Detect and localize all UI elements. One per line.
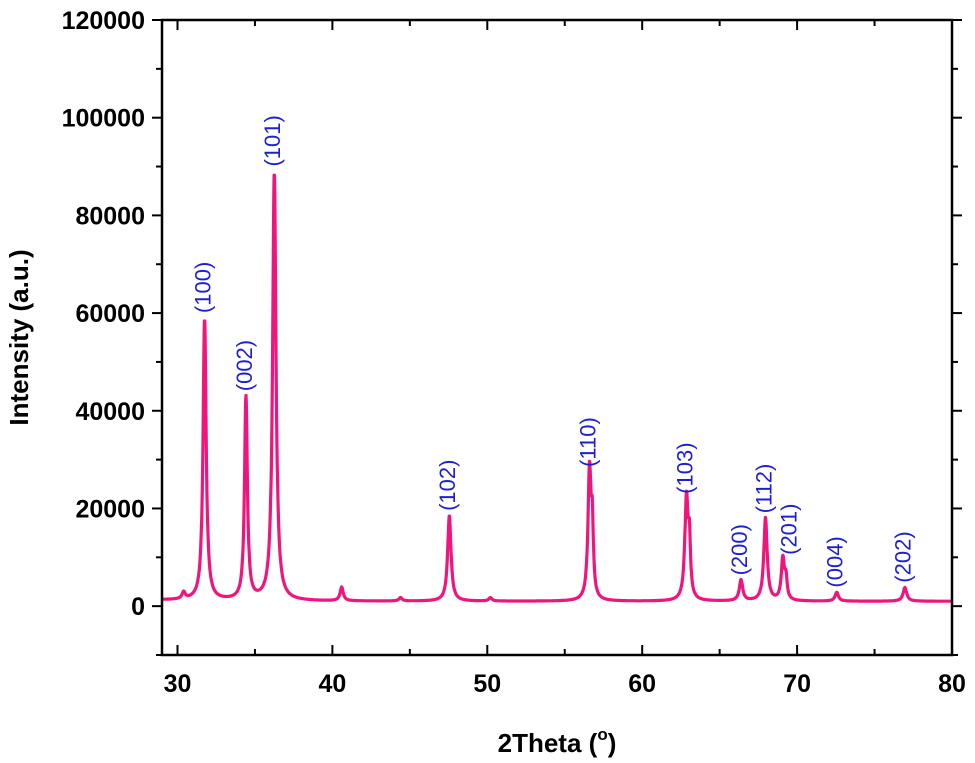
x-axis-title-superscript: o: [597, 725, 607, 744]
peak-label: (004): [823, 536, 848, 587]
y-tick-label: 60000: [75, 300, 145, 328]
x-tick-label: 70: [783, 670, 811, 698]
peak-label: (201): [777, 504, 802, 555]
x-tick-label: 60: [628, 670, 656, 698]
peak-label: (202): [891, 531, 916, 582]
x-tick-label: 80: [938, 670, 966, 698]
peak-label: (102): [435, 460, 460, 511]
peak-label: (101): [260, 115, 285, 166]
y-axis-title: Intensity (a.u.): [4, 249, 34, 425]
peak-annotations: (100) (002) (101) (102) (110) (103) (200) (112)…: [190, 115, 915, 587]
y-tick-label: 20000: [75, 495, 145, 523]
y-tick-label: 120000: [62, 7, 145, 35]
tick-labels: 30 40 50 60 70 80 0 20000 40000 60000 80000 100000 1…: [62, 7, 966, 698]
x-axis-title: 2Theta (o): [498, 725, 617, 758]
peak-label: (100): [190, 262, 215, 313]
x-tick-label: 50: [473, 670, 501, 698]
plot-frame: [160, 18, 954, 657]
peak-label: (200): [727, 524, 752, 575]
y-tick-label: 100000: [62, 105, 145, 133]
y-tick-label: 0: [131, 593, 145, 621]
peak-label: (110): [575, 417, 600, 467]
intensity-line: [160, 173, 954, 603]
peak-label: (002): [232, 340, 257, 391]
y-tick-label: 40000: [75, 398, 145, 426]
x-tick-label: 40: [318, 670, 346, 698]
x-axis-title-close: ): [608, 728, 617, 758]
y-tick-label: 80000: [75, 202, 145, 230]
x-tick-label: 30: [164, 670, 192, 698]
peak-label: (103): [672, 442, 697, 493]
peak-label: (112): [751, 464, 776, 514]
x-axis-title-text: 2Theta (: [498, 728, 598, 758]
